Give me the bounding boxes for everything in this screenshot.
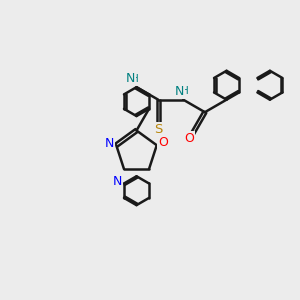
- Text: N: N: [125, 72, 135, 86]
- Text: N: N: [105, 137, 115, 150]
- Text: O: O: [184, 132, 194, 145]
- Text: O: O: [158, 136, 168, 149]
- Text: N: N: [113, 176, 122, 188]
- Text: S: S: [154, 124, 162, 136]
- Text: H: H: [181, 86, 189, 96]
- Text: H: H: [131, 74, 139, 84]
- Text: N: N: [175, 85, 184, 98]
